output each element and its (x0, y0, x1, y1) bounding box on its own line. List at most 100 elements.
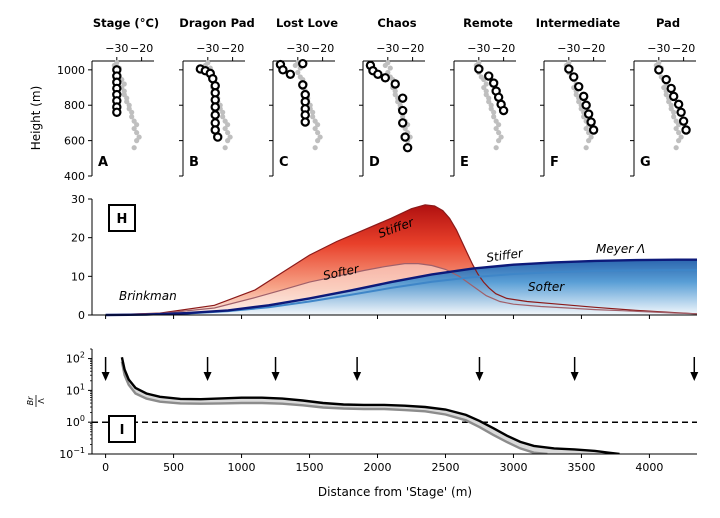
profile-point (681, 125, 691, 135)
background-point (583, 125, 589, 132)
profile-y-tick-label: 800 (64, 99, 85, 112)
background-point (129, 109, 135, 115)
profile-point (213, 132, 223, 142)
panel-i-x-tick-label: 3000 (499, 461, 527, 474)
profile-point (578, 91, 589, 102)
panel-i-y-tick-label: 10−1 (59, 446, 85, 461)
tick-base: 10 (66, 353, 80, 366)
profile-point (390, 79, 400, 89)
panel-i-x-tick-label: 2000 (364, 461, 392, 474)
profile-point (668, 91, 679, 102)
panel-letter: G (640, 155, 651, 170)
profile-x-tick-label: −30 (196, 42, 219, 55)
profile-title: Stage (°C) (93, 16, 159, 30)
background-point (493, 145, 499, 151)
tick-exponent: 1 (80, 382, 85, 391)
brinkman-softer-line (105, 263, 698, 316)
brinkman-stiffer-line (105, 204, 698, 316)
profile-point (574, 81, 584, 92)
background-point (315, 122, 321, 128)
background-point (295, 69, 301, 76)
profile-y-axis-label: Height (m) (29, 86, 43, 151)
profile-point (397, 105, 408, 116)
profile-panel-b: −30 −20 Dragon Pad B (179, 16, 255, 177)
background-point (583, 145, 589, 151)
down-arrow (475, 357, 484, 381)
profile-panel-f: −30 −20 Intermediate F (536, 16, 620, 177)
background-point (676, 130, 682, 136)
profile-x-tick-label: −30 (376, 42, 399, 55)
panel-i-x-tick-label: 2500 (431, 461, 459, 474)
profile-title: Pad (656, 16, 680, 30)
panel-letter: A (98, 155, 108, 170)
background-point (292, 62, 298, 69)
panel-h-y-tick-label: 20 (71, 232, 85, 245)
profile-title: Dragon Pad (179, 16, 254, 30)
panel-i-y-tick-label: 100 (66, 414, 85, 429)
panel-h-y-tick-label: 30 (71, 193, 85, 206)
profile-x-tick-label: −20 (130, 42, 153, 55)
profile-point (673, 99, 684, 110)
y-label-denominator: Λ (37, 398, 46, 404)
arrow-head (690, 372, 699, 381)
background-point (382, 62, 388, 69)
panel-letter: C (279, 155, 289, 170)
profile-x-tick-label: −20 (311, 42, 334, 55)
x-axis-label: Distance from 'Stage' (m) (318, 485, 472, 499)
background-point (315, 130, 321, 136)
profile-x-tick-label: −30 (647, 42, 670, 55)
meyer-softer-label: Softer (528, 280, 565, 294)
profile-point (298, 58, 308, 69)
arrow-head (353, 372, 362, 381)
arrow-head (271, 372, 280, 381)
profile-point (380, 73, 391, 83)
profile-panel-c: −30 −20 Lost Love C (269, 16, 338, 177)
profile-title: Chaos (377, 16, 416, 30)
panel-i-x-tick-label: 4000 (635, 461, 663, 474)
background-point (134, 122, 140, 128)
profile-point (564, 64, 574, 74)
panel-letter: D (369, 155, 380, 170)
panel-i-y-axis-label: Br Λ (26, 395, 46, 407)
panel-h-letter-box (108, 204, 136, 232)
tick-exponent: −1 (73, 446, 85, 455)
profile-point (278, 65, 288, 75)
background-point (220, 109, 226, 115)
tick-base: 10 (66, 416, 80, 429)
panel-i-letter-box (108, 415, 136, 443)
brinkman-stiffer-area (105, 204, 698, 315)
background-point (491, 114, 497, 120)
profile-x-tick-label: −30 (467, 42, 490, 55)
background-point (222, 145, 228, 151)
background-point (129, 114, 135, 120)
tick-exponent: 2 (80, 351, 85, 360)
profile-x-tick-label: −30 (105, 42, 128, 55)
profile-point (397, 93, 408, 103)
down-arrow (570, 357, 579, 381)
profile-point (474, 64, 484, 74)
down-arrow (690, 357, 699, 381)
profile-point (298, 80, 308, 90)
profile-y-tick-label: 400 (64, 170, 85, 183)
profile-point (400, 132, 410, 142)
profile-point (588, 125, 599, 135)
profile-x-tick-label: −20 (221, 42, 244, 55)
background-point (671, 109, 677, 115)
panel-i-y-tick-label: 102 (66, 351, 85, 366)
meyer-stiffer-label: Stiffer (485, 246, 524, 265)
profile-point (654, 65, 664, 75)
panel-letter: H (117, 212, 128, 227)
panel-i-x-tick-label: 3500 (567, 461, 595, 474)
profile-point (402, 142, 413, 153)
background-point (315, 138, 321, 144)
tick-base: 10 (59, 448, 73, 461)
panel-i-x-tick-label: 500 (163, 461, 184, 474)
profile-x-tick-label: −30 (557, 42, 580, 55)
profile-point (397, 118, 408, 128)
profile-point (484, 71, 494, 81)
down-arrow (271, 357, 280, 381)
background-point (220, 114, 226, 120)
